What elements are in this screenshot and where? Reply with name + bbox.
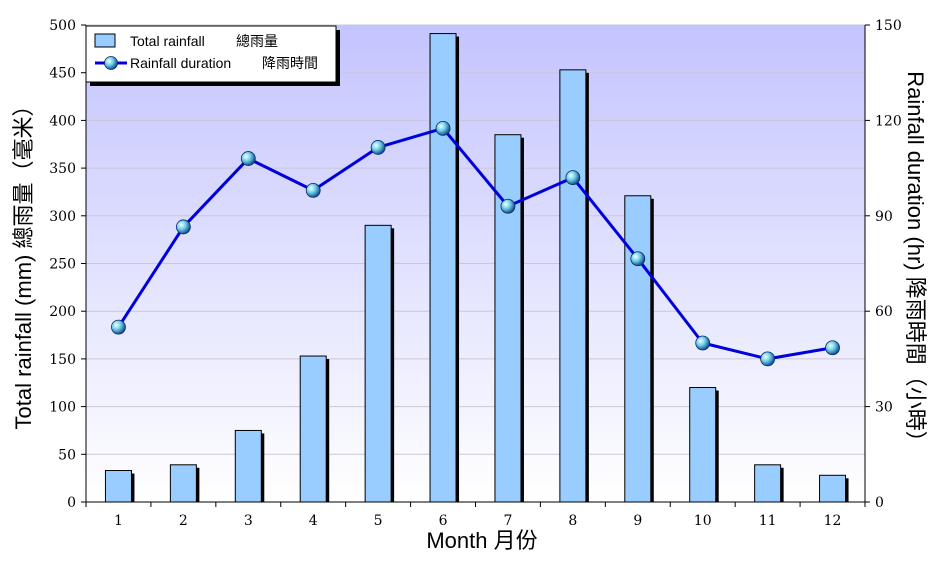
- right-tick-label: 60: [875, 304, 893, 320]
- rainfall-bar: [299, 355, 327, 503]
- x-tick-label: 3: [244, 513, 253, 529]
- duration-marker: [175, 219, 191, 235]
- x-tick-label: 12: [824, 513, 842, 529]
- duration-marker: [305, 182, 321, 198]
- left-tick-label: 500: [49, 18, 76, 34]
- duration-marker: [760, 351, 776, 367]
- rainfall-bar: [234, 429, 262, 503]
- duration-marker: [565, 170, 581, 186]
- duration-line: [117, 126, 833, 361]
- left-tick-label: 450: [49, 66, 76, 82]
- rainfall-bar: [364, 224, 392, 503]
- x-axis-title: Month 月份: [426, 528, 537, 553]
- duration-marker: [435, 120, 451, 136]
- duration-line-series: [111, 120, 840, 367]
- duration-marker: [500, 198, 516, 214]
- duration-marker: [630, 251, 646, 267]
- legend-line-marker: [104, 56, 118, 70]
- left-tick-label: 100: [49, 400, 76, 416]
- x-tick-label: 8: [568, 513, 577, 529]
- duration-marker: [825, 340, 840, 356]
- left-tick-label: 400: [49, 113, 76, 129]
- legend-bar-swatch: [94, 33, 116, 48]
- rainfall-bar: [819, 474, 847, 503]
- legend-bar-label: Total rainfall: [130, 33, 205, 49]
- x-tick-label: 6: [439, 513, 448, 529]
- right-tick-label: 120: [875, 113, 902, 129]
- left-tick-label: 50: [58, 447, 76, 463]
- right-tick-label: 0: [875, 495, 884, 511]
- rainfall-bar: [559, 69, 587, 503]
- left-tick-label: 200: [49, 304, 76, 320]
- x-tick-label: 9: [633, 513, 642, 529]
- rainfall-bar: [624, 195, 652, 503]
- left-tick-label: 250: [49, 257, 76, 273]
- x-tick-label: 2: [179, 513, 188, 529]
- legend-box: [85, 25, 337, 83]
- duration-marker: [111, 319, 126, 335]
- rainfall-bar: [104, 470, 132, 503]
- duration-marker: [695, 335, 711, 351]
- duration-marker: [240, 151, 256, 166]
- left-tick-label: 300: [49, 209, 76, 225]
- right-tick-label: 30: [875, 400, 893, 416]
- x-tick-label: 10: [694, 513, 712, 529]
- right-tick-label: 90: [875, 209, 893, 225]
- left-axis-title: Total rainfall (mm) 總雨量（毫米）: [11, 95, 36, 430]
- rainfall-bar: [169, 464, 197, 503]
- duration-marker: [370, 140, 386, 155]
- x-tick-label: 5: [374, 513, 383, 529]
- tick-labels: 0 50 100 150 200 250 300 350 400 450 500 0 30 60 90 120…: [49, 18, 901, 529]
- x-tick-label: 7: [503, 513, 512, 529]
- legend: Total rainfall 總雨量 Rainfall duration 降雨時…: [85, 25, 340, 86]
- rainfall-bar: [429, 33, 457, 503]
- rainfall-bar: [494, 134, 522, 503]
- rainfall-bar: [689, 387, 717, 503]
- left-tick-label: 150: [49, 352, 76, 368]
- x-tick-label: 1: [114, 513, 123, 529]
- legend-line-label-zh: 降雨時間: [262, 55, 318, 71]
- right-axis-title: Rainfall duration (hr) 降雨時間（小時）: [903, 71, 928, 452]
- legend-line-label: Rainfall duration: [130, 55, 231, 71]
- axes: [81, 24, 870, 507]
- right-tick-label: 150: [875, 18, 902, 34]
- x-tick-label: 4: [309, 513, 318, 529]
- legend-bar-label-zh: 總雨量: [236, 33, 278, 49]
- x-tick-label: 11: [759, 513, 777, 529]
- rainfall-bar: [754, 464, 782, 503]
- left-tick-label: 350: [49, 161, 76, 177]
- left-tick-label: 0: [67, 495, 76, 511]
